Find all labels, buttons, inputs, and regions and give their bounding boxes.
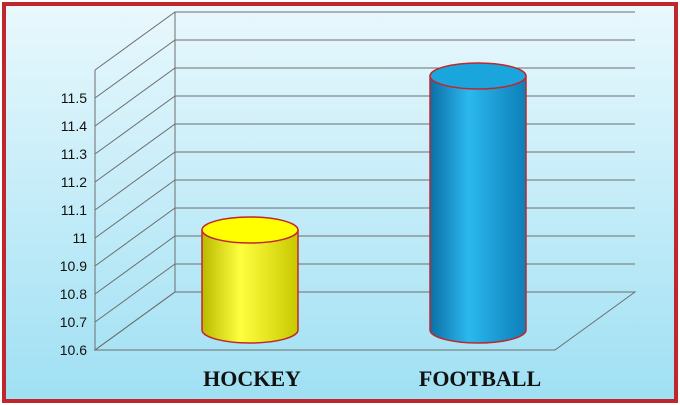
y-tick-label: 11.3 xyxy=(61,146,87,162)
x-tick-label: FOOTBALL xyxy=(419,366,541,391)
y-tick-label: 10.7 xyxy=(60,314,87,330)
x-tick-label: HOCKEY xyxy=(203,366,301,391)
bar-body xyxy=(429,75,527,344)
y-tick-label: 11 xyxy=(72,230,87,246)
y-axis-tick-labels: 10.6 10.7 10.8 10.9 11 11.1 11.2 11.3 11.4 11.5 xyxy=(60,90,87,358)
y-tick-label: 10.8 xyxy=(60,286,87,302)
bars xyxy=(201,62,527,344)
y-tick-label: 10.9 xyxy=(60,258,87,274)
y-tick-label: 11.5 xyxy=(61,90,87,106)
y-tick-label: 10.6 xyxy=(60,342,87,358)
y-tick-label: 11.1 xyxy=(61,202,87,218)
bar-hockey xyxy=(201,216,299,344)
y-tick-label: 11.2 xyxy=(61,174,87,190)
x-axis-category-labels: HOCKEY FOOTBALL xyxy=(203,366,541,391)
bar-top xyxy=(201,216,299,244)
bar-body xyxy=(201,229,299,344)
y-tick-label: 11.4 xyxy=(61,118,87,134)
bar-top xyxy=(429,62,527,90)
bar-football xyxy=(429,62,527,344)
